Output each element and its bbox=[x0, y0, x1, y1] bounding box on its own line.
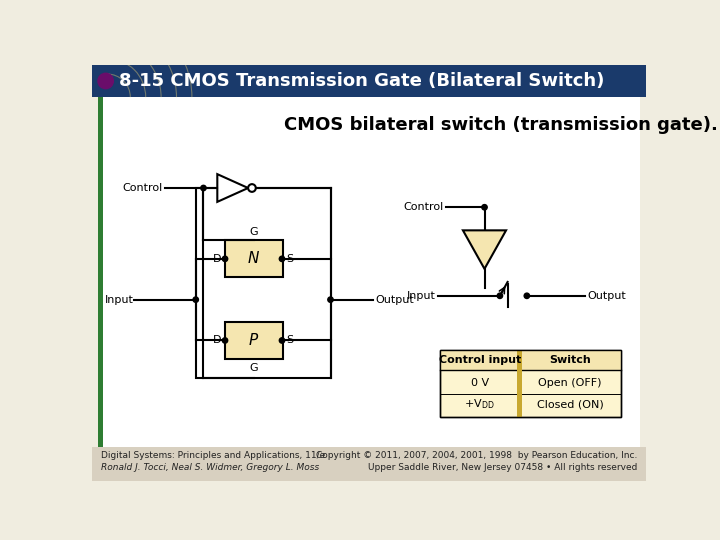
Text: G: G bbox=[250, 363, 258, 373]
FancyBboxPatch shape bbox=[440, 350, 621, 417]
Text: 8-15 CMOS Transmission Gate (Bilateral Switch): 8-15 CMOS Transmission Gate (Bilateral S… bbox=[119, 72, 604, 90]
Circle shape bbox=[98, 73, 113, 89]
Circle shape bbox=[248, 184, 256, 192]
Circle shape bbox=[193, 297, 199, 302]
Circle shape bbox=[279, 256, 284, 261]
FancyBboxPatch shape bbox=[92, 448, 647, 481]
Text: Input: Input bbox=[407, 291, 436, 301]
FancyBboxPatch shape bbox=[517, 350, 522, 417]
Text: 0 V: 0 V bbox=[471, 377, 489, 388]
Text: Digital Systems: Principles and Applications, 11/e: Digital Systems: Principles and Applicat… bbox=[101, 451, 325, 461]
Text: Control: Control bbox=[403, 202, 444, 212]
Polygon shape bbox=[217, 174, 248, 202]
Text: P: P bbox=[249, 333, 258, 348]
Text: Output: Output bbox=[375, 295, 414, 305]
Text: +V$_{\mathrm{DD}}$: +V$_{\mathrm{DD}}$ bbox=[464, 397, 495, 411]
FancyBboxPatch shape bbox=[225, 322, 283, 359]
FancyBboxPatch shape bbox=[98, 97, 102, 448]
Text: D: D bbox=[212, 335, 221, 346]
Text: S: S bbox=[286, 335, 293, 346]
Polygon shape bbox=[463, 231, 506, 269]
FancyBboxPatch shape bbox=[98, 97, 640, 448]
Text: Input: Input bbox=[105, 295, 134, 305]
Text: D: D bbox=[212, 254, 221, 264]
Circle shape bbox=[482, 205, 487, 210]
Text: G: G bbox=[250, 226, 258, 237]
Circle shape bbox=[498, 293, 503, 299]
Circle shape bbox=[279, 338, 284, 343]
Text: Control input: Control input bbox=[438, 355, 521, 365]
Circle shape bbox=[222, 256, 228, 261]
Text: Copyright © 2011, 2007, 2004, 2001, 1998  by Pearson Education, Inc.: Copyright © 2011, 2007, 2004, 2001, 1998… bbox=[315, 451, 637, 461]
Circle shape bbox=[524, 293, 529, 299]
Text: CMOS bilateral switch (transmission gate).: CMOS bilateral switch (transmission gate… bbox=[284, 116, 718, 134]
FancyBboxPatch shape bbox=[92, 65, 647, 97]
Text: Ronald J. Tocci, Neal S. Widmer, Gregory L. Moss: Ronald J. Tocci, Neal S. Widmer, Gregory… bbox=[101, 463, 319, 472]
Circle shape bbox=[201, 185, 206, 191]
Text: Control: Control bbox=[122, 183, 163, 193]
Text: Switch: Switch bbox=[549, 355, 591, 365]
Text: Closed (ON): Closed (ON) bbox=[536, 399, 603, 409]
Text: N: N bbox=[248, 251, 259, 266]
Text: Upper Saddle River, New Jersey 07458 • All rights reserved: Upper Saddle River, New Jersey 07458 • A… bbox=[368, 463, 637, 472]
Text: S: S bbox=[286, 254, 293, 264]
Circle shape bbox=[328, 297, 333, 302]
Text: Output: Output bbox=[587, 291, 626, 301]
FancyBboxPatch shape bbox=[440, 350, 621, 370]
Circle shape bbox=[222, 338, 228, 343]
Text: Open (OFF): Open (OFF) bbox=[539, 377, 602, 388]
FancyBboxPatch shape bbox=[225, 240, 283, 278]
